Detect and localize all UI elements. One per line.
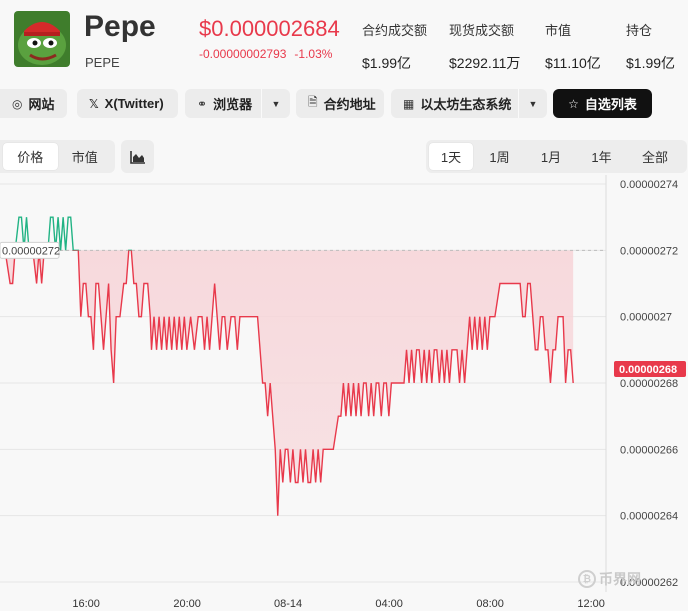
current-price: $0.000002684 xyxy=(199,16,340,41)
y-tick-label: 0.00000262 xyxy=(620,577,678,589)
add-to-watchlist-button[interactable]: ☆ 自选列表 xyxy=(553,89,652,118)
stat-value: $2292.11万 xyxy=(449,55,521,71)
star-icon: ☆ xyxy=(568,96,579,111)
y-tick-label: 0.00000274 xyxy=(620,179,678,191)
price-change-abs: -0.00000002793 xyxy=(199,47,287,61)
price-change: -0.00000002793 -1.03% xyxy=(199,47,332,61)
range-1w[interactable]: 1周 xyxy=(489,150,510,165)
caret-down-icon: ▼ xyxy=(271,98,281,109)
stat-market-cap: 市值 $11.10亿 xyxy=(545,20,601,73)
contract-label: 合约地址 xyxy=(323,97,376,112)
stat-label: 市值 xyxy=(545,23,572,38)
ecosystem-dropdown-button[interactable]: ▼ xyxy=(519,89,547,118)
stat-value: $1.99亿 xyxy=(626,55,676,71)
reference-label-box xyxy=(0,241,60,259)
coin-name: Pepe xyxy=(84,10,156,43)
watchlist-label: 自选列表 xyxy=(584,97,637,112)
x-tick-label: 12:00 xyxy=(577,598,605,610)
website-button[interactable]: ◎ 网站 xyxy=(0,89,67,118)
pepe-frog-logo xyxy=(14,11,70,67)
x-tick-label: 16:00 xyxy=(72,598,100,610)
range-1m[interactable]: 1月 xyxy=(540,150,562,165)
contract-address-button[interactable]: 🗎 合约地址 xyxy=(296,89,384,118)
watermark-text: 币界网 xyxy=(599,571,641,587)
time-range-selector: 1天 1周 1月 1年 全部 xyxy=(426,140,687,173)
chart-type-button[interactable] xyxy=(121,140,154,173)
x-tick-label: 20:00 xyxy=(173,598,201,610)
area-chart-icon xyxy=(129,150,145,164)
y-tick-label: 0.00000264 xyxy=(620,511,678,523)
price-change-pct: -1.03% xyxy=(294,47,333,61)
stat-label: 合约成交额 xyxy=(362,23,428,38)
document-icon: 🗎 xyxy=(308,95,318,109)
grid-icon: ▦ xyxy=(403,96,415,111)
explorer-dropdown-button[interactable]: ▼ xyxy=(262,89,290,118)
ecosystem-button[interactable]: ▦ 以太坊生态系统 xyxy=(391,89,518,118)
y-tick-label: 0.00000266 xyxy=(620,444,678,456)
chart-metric-toggle: 价格 市值 xyxy=(0,140,115,173)
ecosystem-label: 以太坊生态系统 xyxy=(420,97,512,112)
stat-open-interest: 持仓 $1.99亿 xyxy=(626,20,675,73)
x-logo-icon: 𝕏 xyxy=(89,96,99,111)
reference-label: 0.00000272 xyxy=(2,245,60,257)
explorer-button[interactable]: ⚭ 浏览器 xyxy=(185,89,261,118)
globe-icon: ◎ xyxy=(12,96,23,111)
price-area-fill xyxy=(5,250,574,516)
explorer-label: 浏览器 xyxy=(213,97,253,112)
range-1d[interactable]: 1天 xyxy=(429,143,473,170)
divider xyxy=(518,89,519,118)
stat-value: $11.10亿 xyxy=(545,55,601,71)
caret-down-icon: ▼ xyxy=(528,98,538,109)
current-price-label: 0.00000268 xyxy=(619,364,677,376)
y-tick-label: 0.00000272 xyxy=(620,245,678,257)
y-tick-label: 0.00000268 xyxy=(620,378,678,390)
stat-futures-volume: 合约成交额 $1.99亿 xyxy=(362,20,427,73)
price-series-line-down xyxy=(0,250,574,516)
toggle-market-cap[interactable]: 市值 xyxy=(71,150,98,165)
website-label: 网站 xyxy=(28,97,55,112)
range-1y[interactable]: 1年 xyxy=(591,150,612,165)
stat-label: 持仓 xyxy=(626,23,653,38)
current-price-badge xyxy=(614,361,686,377)
toggle-price[interactable]: 价格 xyxy=(3,143,58,170)
stat-value: $1.99亿 xyxy=(362,55,412,71)
watermark-logo-icon: ₿ xyxy=(578,570,596,588)
x-tick-label: 04:00 xyxy=(375,598,403,610)
coin-symbol: PEPE xyxy=(85,55,120,70)
range-all[interactable]: 全部 xyxy=(641,150,668,165)
y-tick-label: 0.0000027 xyxy=(620,312,672,324)
twitter-button[interactable]: 𝕏 X(Twitter) xyxy=(77,89,178,118)
stat-spot-volume: 现货成交额 $2292.11万 xyxy=(449,20,520,73)
twitter-label: X(Twitter) xyxy=(104,96,164,111)
x-tick-label: 08-14 xyxy=(274,598,302,610)
x-tick-label: 08:00 xyxy=(476,598,504,610)
watermark: ₿ 币界网 xyxy=(578,569,641,589)
divider xyxy=(261,89,262,118)
explorer-icon: ⚭ xyxy=(197,96,208,111)
price-chart[interactable]: 0.00000274 0.00000272 0.0000027 0.00000268 0… xyxy=(0,175,688,611)
stat-label: 现货成交额 xyxy=(449,23,515,38)
